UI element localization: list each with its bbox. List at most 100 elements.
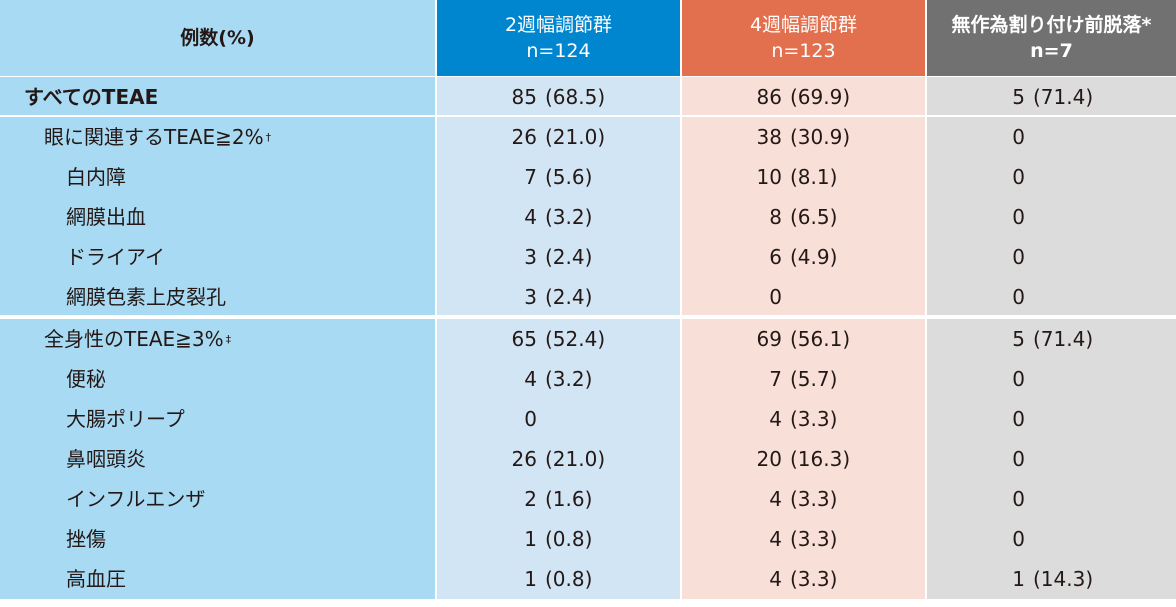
header-4week-group: 4週幅調節群 n=123 (682, 0, 927, 76)
percent-value: (3.3) (790, 407, 838, 431)
value-cell-a: 3 (2.4) (437, 277, 682, 317)
value-cell-b: 0 (682, 277, 927, 317)
row-label: 高血圧 (66, 567, 126, 591)
value-cell-c: 1 (14.3) (927, 559, 1176, 599)
count-value: 0 (1012, 205, 1025, 229)
row-label-cell: 挫傷 (0, 519, 437, 559)
value-cell-a: 3 (2.4) (437, 237, 682, 277)
table-row: 大腸ポリープ 0 4 (3.3) 0 (0, 399, 1176, 439)
value-cell-c: 0 (927, 519, 1176, 559)
percent-value: (8.1) (790, 165, 838, 189)
value-cell-c: 0 (927, 399, 1176, 439)
count-value: 0 (1012, 447, 1025, 471)
header-dropout-title: 無作為割り付け前脱落* (951, 14, 1152, 36)
value-cell-c: 0 (927, 277, 1176, 317)
count-value: 5 (1012, 85, 1025, 109)
value-cell-b: 10 (8.1) (682, 157, 927, 197)
count-value: 0 (1012, 527, 1025, 551)
row-label: 白内障 (66, 165, 126, 189)
count-value: 6 (769, 245, 782, 269)
count-value: 38 (756, 125, 782, 149)
percent-value: (3.3) (790, 487, 838, 511)
value-cell-a: 1 (0.8) (437, 519, 682, 559)
header-dropout-group: 無作為割り付け前脱落* n=7 (927, 0, 1176, 76)
count-value: 20 (756, 447, 782, 471)
row-label-cell: 大腸ポリープ (0, 399, 437, 439)
row-label: 全身性のTEAE≧3% (44, 327, 224, 351)
count-value: 0 (524, 407, 537, 431)
value-cell-b: 4 (3.3) (682, 479, 927, 519)
count-value: 10 (756, 165, 782, 189)
section-divider (0, 115, 1176, 117)
count-value: 0 (769, 285, 782, 309)
table-row: すべてのTEAE 85 (68.5) 86 (69.9) 5 (71.4) (0, 77, 1176, 117)
header-dropout-n: n=7 (1030, 40, 1073, 62)
count-value: 4 (524, 205, 537, 229)
count-value: 69 (756, 327, 782, 351)
count-value: 1 (1012, 567, 1025, 591)
percent-value: (16.3) (790, 447, 851, 471)
percent-value: (69.9) (790, 85, 851, 109)
row-label: 眼に関連するTEAE≧2% (44, 125, 264, 149)
row-label-cell: 白内障 (0, 157, 437, 197)
count-value: 26 (511, 125, 537, 149)
value-cell-b: 4 (3.3) (682, 399, 927, 439)
count-value: 8 (769, 205, 782, 229)
row-label: 便秘 (66, 367, 106, 391)
percent-value: (52.4) (545, 327, 606, 351)
count-value: 0 (1012, 367, 1025, 391)
table-row: 挫傷 1 (0.8) 4 (3.3) 0 (0, 519, 1176, 559)
percent-value: (0.8) (545, 527, 593, 551)
value-cell-a: 0 (437, 399, 682, 439)
row-label-cell: インフルエンザ (0, 479, 437, 519)
percent-value: (3.2) (545, 367, 593, 391)
row-label-cell: 眼に関連するTEAE≧2% † (0, 117, 437, 157)
percent-value: (21.0) (545, 125, 606, 149)
count-value: 65 (511, 327, 537, 351)
value-cell-a: 4 (3.2) (437, 197, 682, 237)
value-cell-b: 8 (6.5) (682, 197, 927, 237)
percent-value: (71.4) (1033, 85, 1094, 109)
count-value: 3 (524, 285, 537, 309)
count-value: 86 (756, 85, 782, 109)
value-cell-b: 86 (69.9) (682, 77, 927, 117)
count-value: 7 (769, 367, 782, 391)
header-4week-title: 4週幅調節群 (749, 14, 858, 36)
percent-value: (5.6) (545, 165, 593, 189)
count-value: 5 (1012, 327, 1025, 351)
row-label: 網膜色素上皮裂孔 (66, 285, 226, 309)
row-label: インフルエンザ (66, 487, 206, 511)
value-cell-a: 1 (0.8) (437, 559, 682, 599)
value-cell-c: 0 (927, 157, 1176, 197)
value-cell-a: 7 (5.6) (437, 157, 682, 197)
row-label: 鼻咽頭炎 (66, 447, 146, 471)
value-cell-a: 85 (68.5) (437, 77, 682, 117)
percent-value: (56.1) (790, 327, 851, 351)
count-value: 4 (524, 367, 537, 391)
row-label-cell: 便秘 (0, 359, 437, 399)
count-value: 1 (524, 527, 537, 551)
section-divider (0, 315, 1176, 317)
value-cell-b: 69 (56.1) (682, 319, 927, 359)
percent-value: (30.9) (790, 125, 851, 149)
percent-value: (3.3) (790, 567, 838, 591)
value-cell-b: 4 (3.3) (682, 519, 927, 559)
count-value: 0 (1012, 165, 1025, 189)
row-label-cell: 高血圧 (0, 559, 437, 599)
count-value: 0 (1012, 245, 1025, 269)
table-row: インフルエンザ 2 (1.6) 4 (3.3) 0 (0, 479, 1176, 519)
row-label-cell: ドライアイ (0, 237, 437, 277)
value-cell-c: 5 (71.4) (927, 77, 1176, 117)
count-value: 3 (524, 245, 537, 269)
count-value: 85 (511, 85, 537, 109)
row-label: ドライアイ (66, 245, 165, 269)
header-2week-title: 2週幅調節群 (504, 14, 613, 36)
table-row: 鼻咽頭炎 26 (21.0) 20 (16.3) 0 (0, 439, 1176, 479)
table-row: 眼に関連するTEAE≧2% † 26 (21.0) 38 (30.9) 0 (0, 117, 1176, 157)
count-value: 4 (769, 527, 782, 551)
percent-value: (4.9) (790, 245, 838, 269)
value-cell-b: 6 (4.9) (682, 237, 927, 277)
footnote-mark: ‡ (225, 332, 232, 346)
header-4week-n: n=123 (771, 40, 836, 62)
